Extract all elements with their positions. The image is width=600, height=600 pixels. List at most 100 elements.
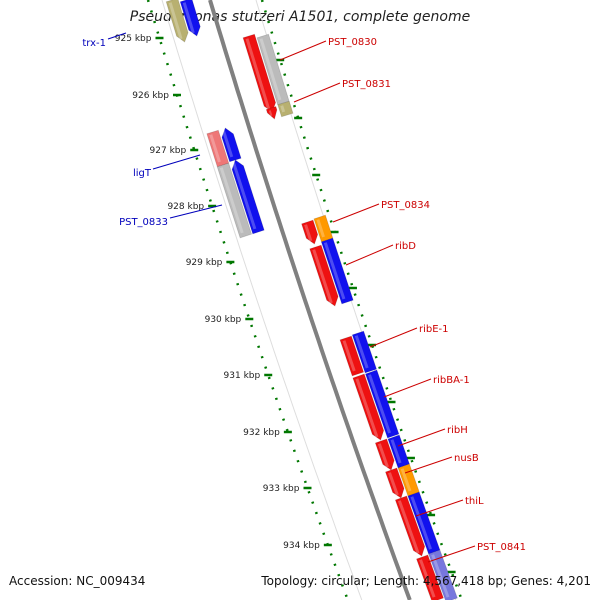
gene-nusB-rna-shading <box>400 468 412 492</box>
gene-nusB-rna-shape <box>397 463 420 497</box>
gene-nusB-shape <box>384 467 405 499</box>
gene-PST_0834-rna-shading <box>316 219 325 238</box>
gene-label-leader <box>404 456 453 474</box>
gene-PST_0841-protein <box>428 549 458 600</box>
gene-PST_0833-shading <box>232 162 257 230</box>
gene-PST_0833 <box>231 159 265 235</box>
gene-label-leader <box>169 204 223 219</box>
gene-nusB-shading <box>388 472 399 496</box>
gene-trx-1-partner <box>179 0 201 37</box>
gene-label-leader <box>152 154 201 170</box>
genome-summary: Topology: circular; Length: 4,567,418 bp… <box>261 574 591 588</box>
gene-label: ribE-1 <box>419 324 449 335</box>
gene-PST_0831-shape <box>265 106 278 120</box>
gene-label: PST_0831 <box>342 79 391 90</box>
gene-PST_0831 <box>265 106 278 120</box>
gene-ribE-1-protein <box>351 330 378 374</box>
gene-label: thiL <box>465 496 484 507</box>
gene-ribBA-1-shape <box>352 373 385 441</box>
kbp-tick-label: 929 kbp <box>186 258 223 268</box>
gene-label-leader <box>427 545 476 563</box>
gene-PST_0830-shading <box>245 38 271 110</box>
gene-nusB <box>384 467 405 499</box>
gene-thiL-shape <box>394 495 426 557</box>
kbp-tick-label: 931 kbp <box>224 371 261 381</box>
kbp-tick-label: 934 kbp <box>283 541 320 551</box>
gene-label-leader <box>397 428 446 447</box>
gene-ribE-1-shading <box>342 340 356 372</box>
gene-ribBA-1-protein-shape <box>364 369 400 439</box>
gene-ribH <box>374 438 395 471</box>
gene-ribD-protein-shading <box>323 242 346 300</box>
gene-label-leader <box>383 378 432 398</box>
kbp-tick-label: 932 kbp <box>243 428 280 438</box>
gene-ribE-1-protein-shape <box>351 330 378 374</box>
kbp-tick-label: 926 kbp <box>132 91 169 101</box>
gene-label-leader <box>107 32 127 40</box>
gene-PST_0834-rna <box>313 214 334 243</box>
gene-PST_0830-rna <box>256 33 290 106</box>
gene-thiL <box>394 495 426 557</box>
gene-PST_0841-shape <box>416 554 444 600</box>
gene-ligT <box>221 127 242 163</box>
gene-ribH-shading <box>377 443 389 468</box>
gene-PST_0830-rna-shape <box>256 33 290 106</box>
gene-ribD-protein-shape <box>320 237 354 305</box>
gene-trx-1-shape <box>165 0 189 43</box>
gene-PST_0841-protein-shading <box>431 554 450 598</box>
strip-frame <box>161 0 363 600</box>
gene-label: ribH <box>447 425 468 436</box>
gene-ribBA-1-shading <box>355 378 379 438</box>
gene-PST_0841 <box>416 554 444 600</box>
gene-PST_0841-protein-shape <box>428 549 458 600</box>
gene-nusB-rna <box>397 463 420 497</box>
gene-trx-1 <box>165 0 189 43</box>
dotted-track <box>146 0 349 600</box>
gene-label: ligT <box>133 168 152 179</box>
gene-label-leader <box>279 40 327 61</box>
gene-ribE-1 <box>339 335 365 377</box>
gene-PST_0841-shading <box>419 559 436 598</box>
gene-ligT-shape <box>221 127 242 163</box>
gene-label: PST_0834 <box>381 200 430 211</box>
gene-PST_0831-rna-shape <box>277 100 294 118</box>
gene-ligT-rna-shading <box>209 134 221 163</box>
gene-PST_0834-rna-shape <box>313 214 334 243</box>
dotted-track <box>260 0 463 600</box>
gene-ribE-1-shape <box>339 335 365 377</box>
gene-label-leader <box>369 327 418 348</box>
gene-PST_0834-shape <box>301 219 319 245</box>
kbp-tick-label: 930 kbp <box>205 315 242 325</box>
gene-PST_0834-shading <box>304 224 313 242</box>
kbp-tick-label: 927 kbp <box>150 146 187 156</box>
gene-PST_0833-rna-shading <box>219 167 244 234</box>
gene-PST_0834 <box>301 219 319 245</box>
gene-ribBA-1 <box>352 373 385 441</box>
gene-ribE-1-protein-shading <box>354 335 369 369</box>
gene-ribD-protein <box>320 237 354 305</box>
gene-PST_0833-shape <box>231 159 265 235</box>
gene-PST_0831-rna <box>277 100 294 118</box>
gene-ribH-shape <box>374 438 395 471</box>
gene-label: PST_0841 <box>477 542 526 553</box>
gene-ligT-shading <box>222 130 234 158</box>
gene-label-leader <box>415 499 464 517</box>
gene-label-leader <box>332 203 380 223</box>
gene-label-leader <box>293 82 341 103</box>
gene-thiL-shading <box>397 500 420 554</box>
gene-label: ribD <box>395 241 416 252</box>
gene-ribH-protein-shading <box>390 439 402 464</box>
gene-trx-1-partner-shape <box>179 0 201 37</box>
gene-ribH-protein-shape <box>387 434 410 469</box>
gene-PST_0833-rna-shape <box>216 162 253 239</box>
kbp-tick-label: 925 kbp <box>115 34 152 44</box>
gene-ribBA-1-protein <box>364 369 400 439</box>
gene-PST_0830-rna-shading <box>259 38 282 101</box>
genome-backbone <box>208 0 412 600</box>
gene-ribH-protein <box>387 434 410 469</box>
gene-trx-1-shading <box>168 2 183 40</box>
gene-label: PST_0830 <box>328 37 377 48</box>
gene-ribBA-1-protein-shading <box>368 374 391 434</box>
gene-PST_0831-shading <box>268 110 273 117</box>
